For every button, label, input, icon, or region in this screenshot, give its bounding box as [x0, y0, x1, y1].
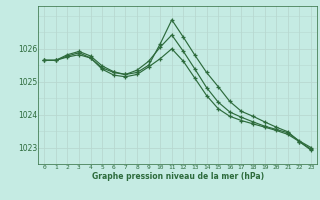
X-axis label: Graphe pression niveau de la mer (hPa): Graphe pression niveau de la mer (hPa) — [92, 172, 264, 181]
